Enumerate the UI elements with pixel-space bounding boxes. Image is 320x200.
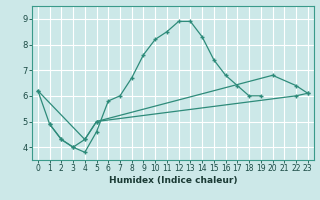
X-axis label: Humidex (Indice chaleur): Humidex (Indice chaleur)	[108, 176, 237, 185]
